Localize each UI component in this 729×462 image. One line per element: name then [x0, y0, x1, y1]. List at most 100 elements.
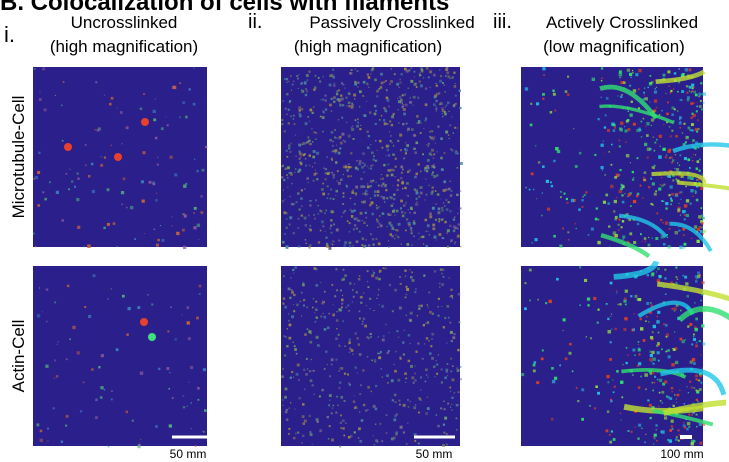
- signal: [384, 184, 387, 188]
- signal: [405, 381, 407, 383]
- signal: [330, 131, 334, 134]
- signal: [671, 363, 675, 367]
- signal: [698, 95, 700, 98]
- signal: [292, 80, 295, 83]
- signal: [664, 416, 668, 420]
- signal: [288, 313, 290, 315]
- signal: [685, 199, 690, 203]
- signal: [100, 386, 104, 390]
- signal: [182, 395, 185, 397]
- signal: [443, 431, 446, 434]
- signal: [352, 138, 355, 140]
- signal: [288, 147, 291, 150]
- signal: [282, 164, 284, 166]
- signal: [670, 199, 673, 202]
- signal: [69, 168, 71, 170]
- signal: [673, 72, 677, 75]
- signal: [692, 139, 695, 142]
- signal: [294, 432, 297, 435]
- signal: [324, 168, 328, 171]
- signal: [607, 317, 610, 321]
- signal: [677, 81, 680, 84]
- signal: [328, 83, 332, 87]
- signal: [350, 69, 353, 71]
- signal: [445, 368, 449, 372]
- signal: [363, 163, 366, 166]
- signal: [414, 175, 417, 179]
- signal: [384, 267, 387, 270]
- signal: [406, 144, 409, 147]
- signal: [637, 437, 640, 440]
- filament: [613, 260, 660, 280]
- signal: [664, 277, 667, 280]
- signal: [601, 169, 603, 171]
- signal: [362, 152, 365, 155]
- signal: [659, 184, 662, 186]
- signal: [369, 233, 373, 236]
- signal: [411, 128, 414, 131]
- signal: [431, 186, 434, 189]
- signal: [525, 186, 527, 189]
- signal: [674, 347, 678, 351]
- signal: [403, 112, 406, 116]
- signal: [341, 294, 344, 296]
- signal: [667, 149, 671, 153]
- filament: [600, 233, 651, 259]
- signal: [456, 193, 459, 196]
- signal: [287, 177, 289, 179]
- signal: [290, 142, 292, 145]
- signal: [697, 146, 700, 149]
- signal: [400, 165, 404, 169]
- signal: [432, 223, 436, 227]
- signal: [650, 177, 653, 180]
- signal: [139, 371, 144, 375]
- signal: [537, 298, 539, 301]
- signal: [330, 110, 333, 112]
- signal: [441, 283, 444, 286]
- signal: [369, 332, 372, 336]
- signal: [694, 128, 698, 131]
- signal: [406, 182, 409, 185]
- signal: [442, 268, 445, 271]
- signal: [679, 127, 681, 129]
- signal: [408, 223, 411, 227]
- signal: [380, 178, 382, 180]
- signal: [309, 244, 312, 247]
- signal: [445, 104, 448, 107]
- signal: [339, 308, 343, 312]
- signal: [690, 91, 693, 94]
- signal: [386, 226, 388, 228]
- signal: [365, 239, 367, 241]
- signal: [459, 366, 462, 368]
- signal: [649, 372, 653, 375]
- signal: [547, 207, 551, 211]
- signal: [688, 85, 692, 89]
- signal: [542, 165, 545, 168]
- signal: [306, 368, 309, 370]
- signal: [310, 358, 313, 361]
- signal: [372, 179, 375, 182]
- signal: [305, 373, 308, 376]
- signal: [348, 310, 350, 312]
- signal: [665, 207, 668, 210]
- signal: [331, 171, 334, 174]
- signal: [644, 97, 648, 101]
- signal: [372, 404, 376, 408]
- signal: [413, 406, 417, 410]
- signal: [414, 404, 417, 406]
- signal: [403, 329, 406, 331]
- signal: [386, 98, 390, 102]
- signal: [288, 336, 292, 340]
- signal: [322, 110, 325, 113]
- signal: [336, 311, 338, 313]
- signal: [430, 192, 434, 195]
- signal: [353, 209, 356, 212]
- signal: [695, 110, 698, 113]
- signal: [142, 151, 146, 155]
- signal: [342, 139, 345, 142]
- signal: [691, 112, 694, 115]
- signal: [364, 324, 367, 328]
- signal: [419, 170, 422, 173]
- signal: [200, 211, 204, 214]
- signal: [188, 381, 190, 383]
